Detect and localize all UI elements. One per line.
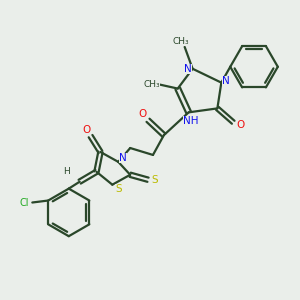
Text: O: O [138,109,146,119]
Text: CH₃: CH₃ [144,80,160,89]
Text: Cl: Cl [20,197,29,208]
Text: H: H [63,167,70,176]
Text: S: S [115,184,122,194]
Text: S: S [152,175,158,185]
Text: N: N [222,76,230,85]
Text: N: N [184,64,191,74]
Text: O: O [82,125,91,135]
Text: N: N [119,153,127,163]
Text: CH₃: CH₃ [172,37,189,46]
Text: NH: NH [183,116,198,126]
Text: O: O [236,120,244,130]
